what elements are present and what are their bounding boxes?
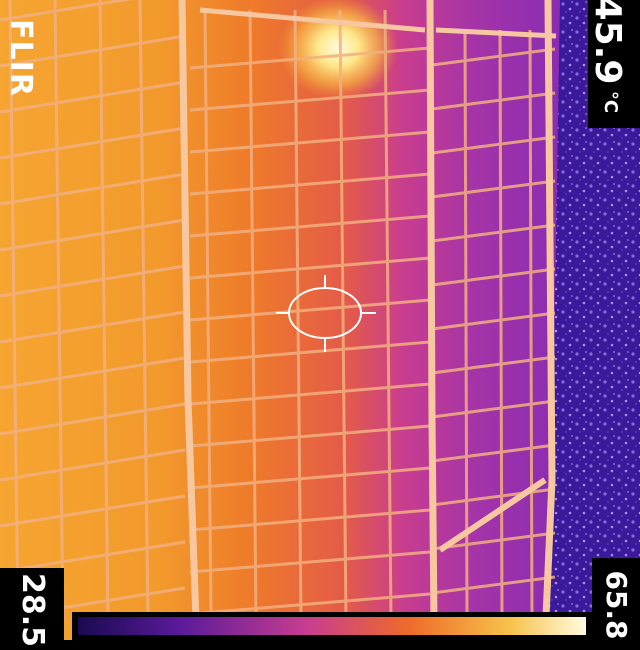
scale-min-value: 28.5 [15,572,50,648]
spot-temp-box [588,0,640,128]
temperature-unit: °C [600,90,621,114]
panel-body [0,0,560,640]
scale-max-value: 65.8 [600,570,633,640]
spot-temperature: 45.9 [587,0,628,85]
panel-frame [178,0,557,640]
color-scale-bar [78,617,586,635]
flir-logo: FLIR [3,19,38,97]
scale-min-box [0,568,64,640]
panel-grid [0,0,556,620]
scale-max-box [592,558,640,640]
spot-crosshair [276,275,376,352]
